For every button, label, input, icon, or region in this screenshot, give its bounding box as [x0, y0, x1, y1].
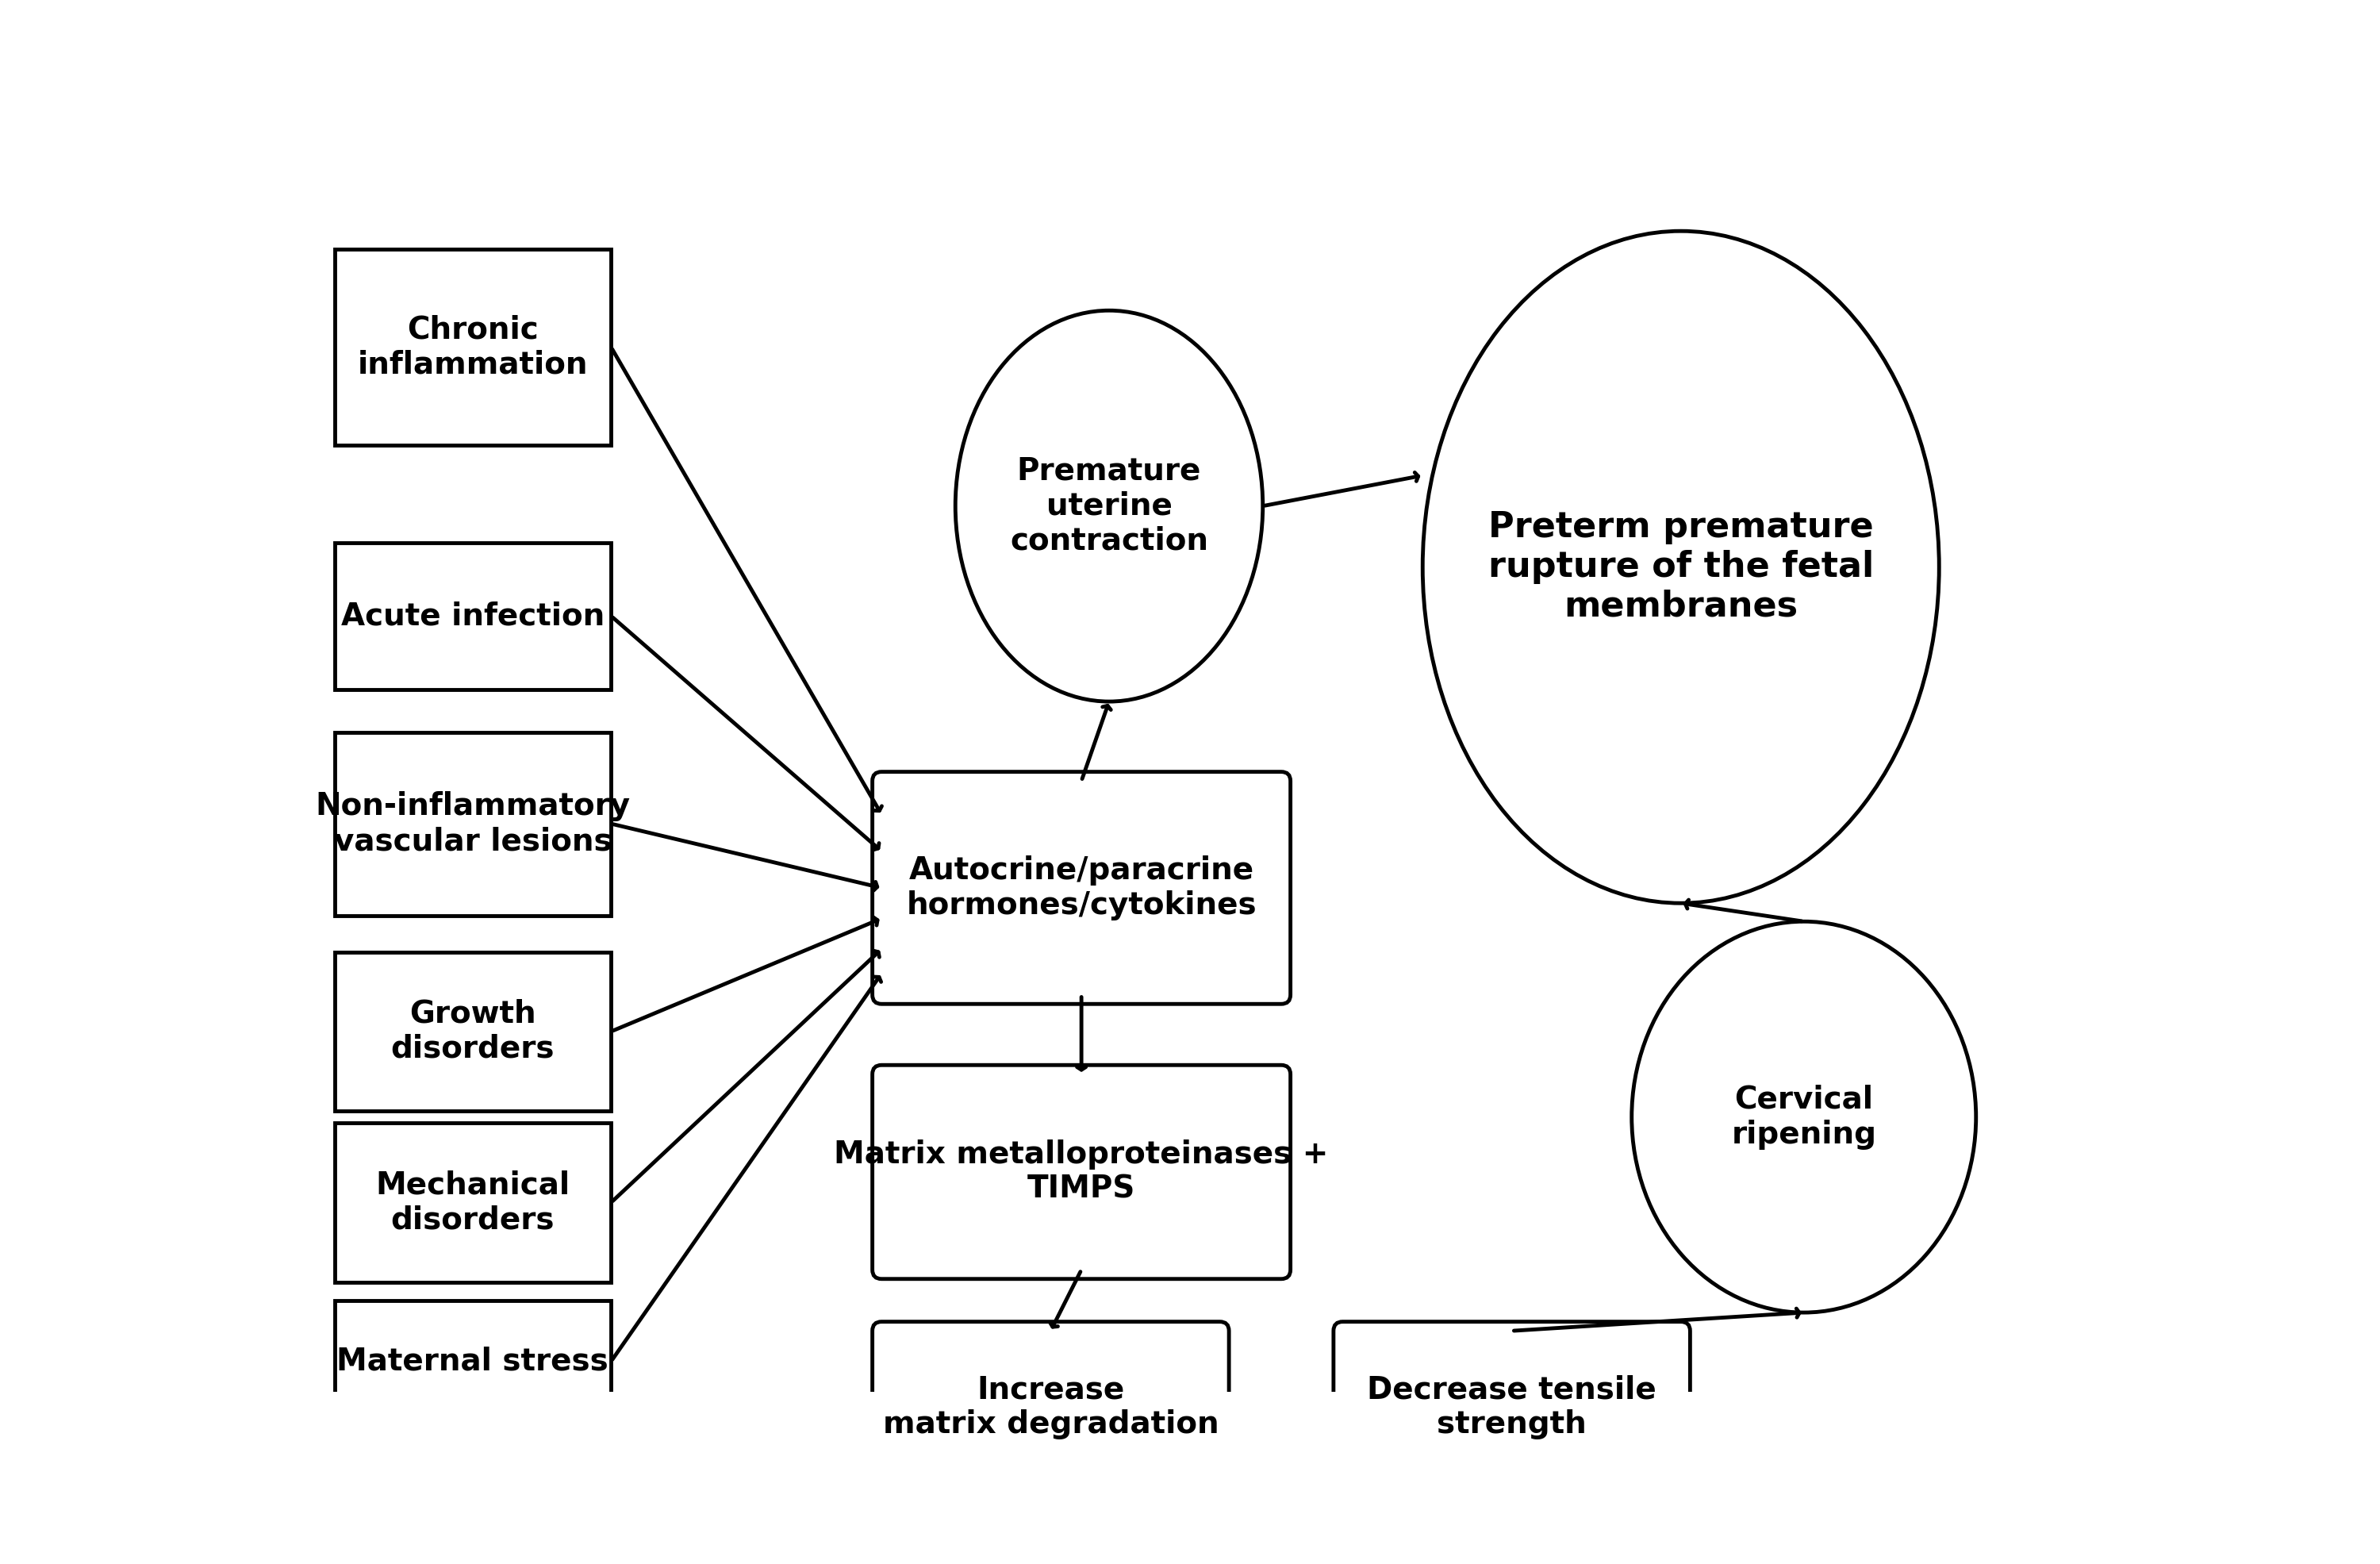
- Text: Premature
uterine
contraction: Premature uterine contraction: [1009, 457, 1209, 555]
- FancyBboxPatch shape: [333, 732, 612, 915]
- Text: Matrix metalloproteinases +
TIMPS: Matrix metalloproteinases + TIMPS: [833, 1140, 1328, 1204]
- Text: Increase
matrix degradation: Increase matrix degradation: [883, 1375, 1219, 1440]
- FancyBboxPatch shape: [873, 1065, 1290, 1279]
- FancyBboxPatch shape: [873, 1322, 1228, 1492]
- Text: Non-inflammatory
vascular lesions: Non-inflammatory vascular lesions: [314, 791, 631, 856]
- FancyBboxPatch shape: [333, 1123, 612, 1282]
- Text: Autocrine/paracrine
hormones/cytokines: Autocrine/paracrine hormones/cytokines: [907, 856, 1257, 921]
- Text: Decrease tensile
strength: Decrease tensile strength: [1366, 1375, 1656, 1440]
- Text: Preterm premature
rupture of the fetal
membranes: Preterm premature rupture of the fetal m…: [1488, 510, 1873, 624]
- Ellipse shape: [1423, 231, 1940, 902]
- FancyBboxPatch shape: [333, 952, 612, 1110]
- Text: Chronic
inflammation: Chronic inflammation: [357, 314, 588, 380]
- Ellipse shape: [954, 311, 1264, 702]
- Text: Acute infection: Acute infection: [340, 601, 605, 630]
- Text: Mechanical
disorders: Mechanical disorders: [376, 1170, 569, 1236]
- Ellipse shape: [1633, 921, 1975, 1312]
- FancyBboxPatch shape: [1333, 1322, 1690, 1492]
- Text: Cervical
ripening: Cervical ripening: [1730, 1084, 1875, 1150]
- Text: Growth
disorders: Growth disorders: [390, 999, 555, 1064]
- FancyBboxPatch shape: [333, 1300, 612, 1423]
- FancyBboxPatch shape: [873, 771, 1290, 1004]
- Text: Maternal stress: Maternal stress: [338, 1347, 609, 1376]
- FancyBboxPatch shape: [333, 249, 612, 444]
- FancyBboxPatch shape: [333, 543, 612, 690]
